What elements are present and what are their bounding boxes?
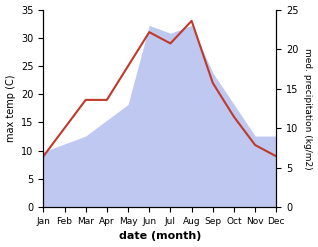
X-axis label: date (month): date (month) (119, 231, 201, 242)
Y-axis label: med. precipitation (kg/m2): med. precipitation (kg/m2) (303, 48, 313, 169)
Y-axis label: max temp (C): max temp (C) (5, 75, 16, 142)
